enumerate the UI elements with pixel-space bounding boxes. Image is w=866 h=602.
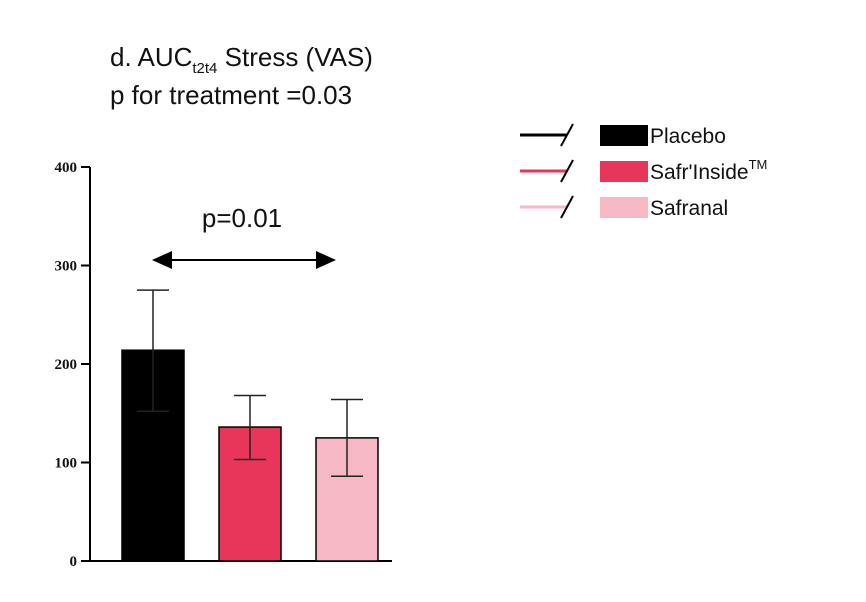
error-bars — [137, 289, 363, 478]
legend-swatch — [600, 125, 648, 146]
legend-label-superscript: TM — [749, 157, 768, 172]
y-tick-label: 300 — [55, 259, 78, 275]
legend-break-mark — [560, 159, 574, 183]
significance-annotation: p=0.01 — [152, 203, 336, 269]
y-tick-label: 400 — [55, 160, 78, 176]
title-suffix: Stress (VAS) — [217, 42, 373, 72]
chart-title-line1: d. AUCt2t4 Stress (VAS) — [110, 42, 373, 77]
legend-label: Safr'InsideTM — [650, 157, 767, 184]
legend-label-text: Safr'Inside — [650, 161, 749, 184]
legend-swatch — [600, 197, 648, 218]
title-prefix: d. AUC — [110, 42, 192, 72]
legend-break-mark — [560, 123, 574, 147]
legend: Placebo Safr'InsideTM Safranal — [520, 123, 767, 220]
annotation-arrowhead-left — [152, 251, 172, 269]
legend-label: Safranal — [650, 197, 728, 220]
y-tick-label: 0 — [70, 554, 78, 570]
legend-label: Placebo — [650, 125, 726, 148]
legend-label-text: Placebo — [650, 125, 726, 148]
bars — [121, 349, 379, 562]
annotation-arrowhead-right — [316, 251, 336, 269]
y-tick-label: 200 — [55, 357, 78, 373]
chart-title-line2: p for treatment =0.03 — [110, 80, 352, 110]
legend-break-mark — [560, 195, 574, 219]
legend-label-text: Safranal — [650, 197, 728, 220]
title-subscript: t2t4 — [192, 60, 217, 77]
y-tick-label: 100 — [55, 456, 78, 472]
annotation-label: p=0.01 — [202, 203, 282, 233]
legend-swatch — [600, 161, 648, 182]
